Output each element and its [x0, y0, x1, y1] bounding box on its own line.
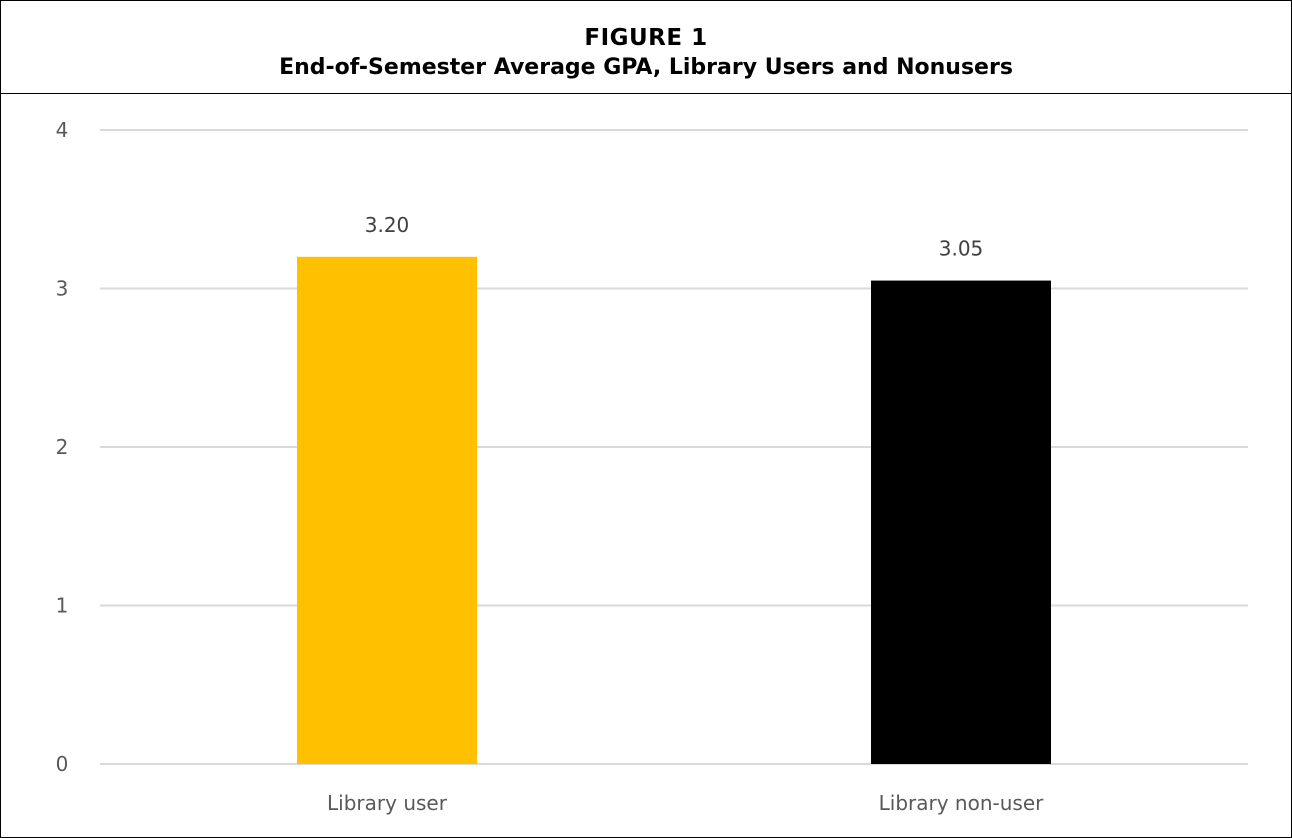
figure-header: FIGURE 1 End-of-Semester Average GPA, Li… [1, 1, 1291, 94]
category-label-0: Library user [327, 791, 448, 815]
figure-label: FIGURE 1 [584, 25, 708, 51]
y-tick-label-4: 4 [56, 118, 69, 142]
data-label-1: 3.05 [939, 237, 984, 261]
data-label-0: 3.20 [365, 213, 410, 237]
chart-title: End-of-Semester Average GPA, Library Use… [279, 55, 1013, 80]
category-label-1: Library non-user [879, 791, 1044, 815]
y-tick-label-0: 0 [56, 752, 69, 776]
bar-0 [297, 256, 477, 764]
y-tick-label-1: 1 [56, 594, 69, 618]
bar-1 [871, 280, 1051, 764]
y-tick-label-2: 2 [56, 435, 69, 459]
y-tick-label-3: 3 [56, 277, 69, 301]
